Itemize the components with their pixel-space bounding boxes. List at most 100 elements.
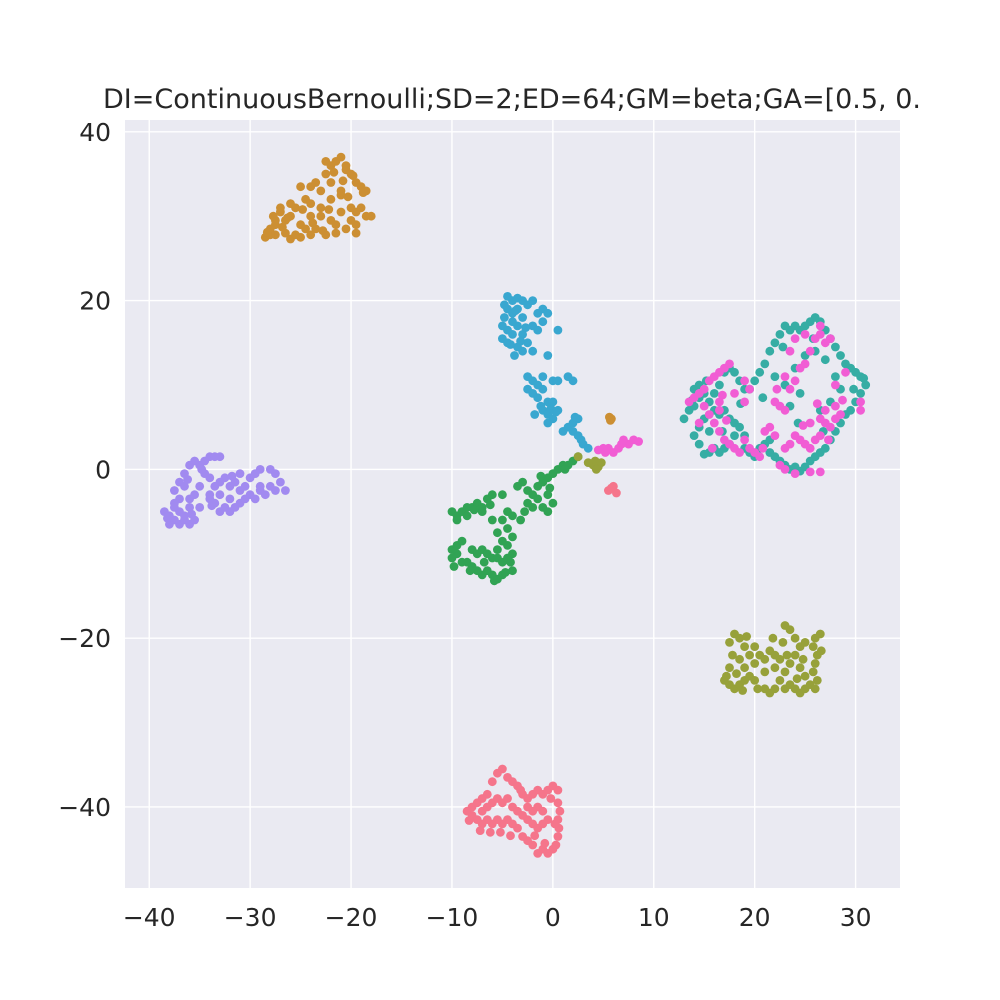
data-point	[540, 838, 550, 848]
data-point	[715, 427, 724, 436]
data-point	[760, 654, 770, 664]
data-point	[447, 553, 457, 563]
data-point	[170, 486, 179, 495]
data-point	[528, 296, 538, 305]
data-point	[538, 384, 548, 394]
data-point	[738, 686, 747, 695]
data-point	[820, 405, 830, 415]
chart-title: DI=ContinuousBernoulli;SD=2;ED=64;GM=bet…	[103, 84, 921, 115]
data-point	[518, 330, 527, 339]
data-point	[324, 205, 334, 214]
data-point	[810, 659, 820, 668]
data-point	[195, 481, 205, 491]
data-point	[815, 414, 825, 424]
data-point	[778, 638, 788, 647]
data-point	[634, 437, 643, 446]
data-point	[321, 169, 331, 179]
data-point	[316, 186, 326, 196]
data-point	[849, 384, 858, 394]
data-point	[742, 632, 751, 641]
data-point	[498, 515, 507, 525]
data-point	[185, 494, 195, 504]
x-tick-label: −40	[123, 903, 176, 932]
data-point	[469, 505, 479, 515]
data-point	[316, 203, 326, 213]
data-point	[291, 230, 300, 240]
data-point	[493, 545, 502, 554]
data-point	[798, 421, 808, 430]
data-point	[735, 654, 744, 664]
data-point	[163, 513, 172, 523]
data-point	[341, 161, 351, 171]
data-point	[785, 346, 795, 356]
data-point	[205, 490, 215, 500]
data-point	[530, 410, 540, 419]
data-point	[538, 317, 548, 327]
data-point	[856, 389, 865, 398]
data-point	[452, 515, 462, 525]
data-point	[520, 507, 529, 516]
data-point	[718, 390, 727, 400]
data-point	[255, 481, 265, 491]
data-point	[836, 410, 845, 419]
data-point	[207, 501, 217, 511]
data-point	[464, 816, 474, 825]
data-point	[735, 633, 744, 643]
data-point	[506, 340, 515, 349]
data-point	[477, 507, 487, 516]
data-point	[758, 393, 768, 403]
data-point	[187, 509, 197, 519]
data-point	[805, 418, 815, 428]
data-point	[861, 380, 871, 390]
data-point	[750, 676, 760, 685]
data-point	[810, 684, 820, 694]
data-point	[183, 475, 193, 484]
data-point	[286, 199, 295, 209]
data-point	[358, 188, 368, 198]
data-point	[694, 418, 704, 428]
data-point	[780, 372, 790, 381]
data-point	[838, 395, 847, 405]
data-point	[503, 553, 512, 563]
y-tick-label: −20	[58, 624, 111, 653]
point-cluster	[447, 452, 583, 586]
data-point	[715, 380, 724, 390]
data-point	[516, 785, 525, 795]
data-point	[753, 684, 763, 694]
data-point	[197, 465, 207, 474]
data-point	[528, 346, 538, 356]
data-point	[543, 351, 553, 360]
data-point	[533, 849, 543, 858]
data-point	[503, 524, 512, 533]
data-point	[740, 397, 749, 407]
data-point	[296, 182, 305, 192]
data-point	[815, 467, 825, 477]
data-point	[449, 562, 459, 571]
data-point	[820, 355, 830, 365]
data-point	[553, 832, 563, 841]
data-point	[523, 498, 532, 508]
data-point	[775, 676, 785, 685]
data-point	[543, 418, 553, 428]
data-point	[707, 443, 717, 453]
data-point	[715, 405, 724, 415]
data-point	[760, 359, 770, 369]
data-point	[318, 226, 328, 236]
x-tick-label: 20	[739, 903, 771, 932]
data-point	[553, 325, 563, 335]
data-point	[740, 642, 749, 651]
point-cluster	[605, 412, 616, 425]
data-point	[617, 439, 626, 449]
data-point	[543, 473, 553, 483]
data-point	[543, 815, 553, 824]
data-point	[225, 494, 235, 504]
data-point	[518, 346, 527, 356]
data-point	[765, 346, 775, 356]
data-point	[679, 414, 689, 424]
y-tick-labels: −40 −20 0 20 40	[58, 118, 111, 822]
data-point	[482, 789, 492, 799]
data-point	[725, 638, 734, 647]
data-point	[551, 407, 561, 417]
data-point	[780, 405, 790, 415]
data-point	[770, 372, 780, 381]
